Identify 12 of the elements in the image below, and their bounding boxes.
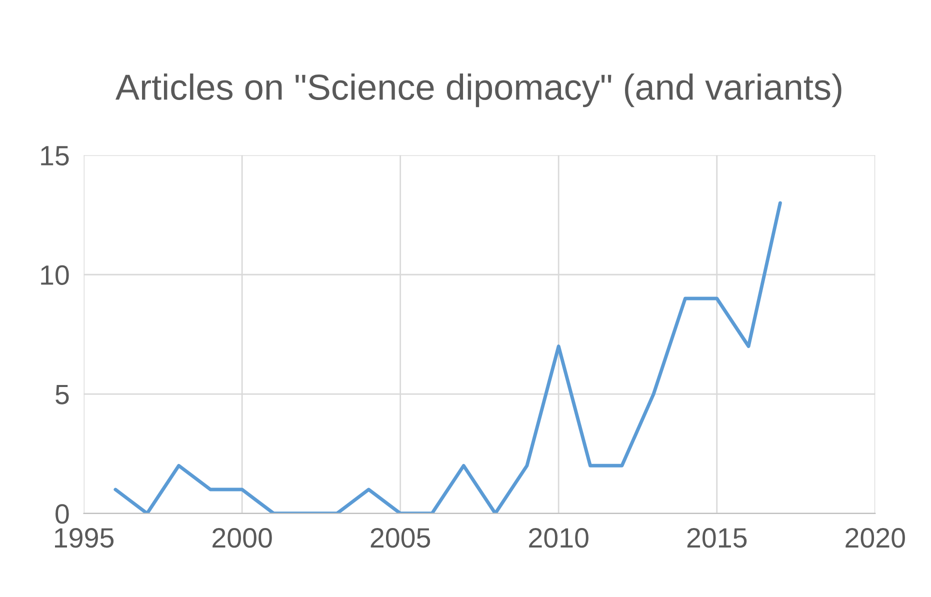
x-tick-label: 1995 <box>55 528 114 548</box>
x-tick-label: 2020 <box>846 528 905 548</box>
x-tick-label: 2000 <box>212 528 272 548</box>
x-tick-label: 2015 <box>687 528 747 548</box>
chart-title: Articles on "Science dipomacy" (and variants) <box>116 73 842 108</box>
x-tick-label: 2010 <box>529 528 588 548</box>
x-tick-label: 2005 <box>370 528 430 548</box>
y-tick-label: 5 <box>56 384 69 404</box>
line-series <box>114 201 782 514</box>
y-tick-label: 10 <box>41 265 69 285</box>
y-tick-label: 15 <box>41 146 69 166</box>
y-tick-label: 0 <box>56 504 69 524</box>
